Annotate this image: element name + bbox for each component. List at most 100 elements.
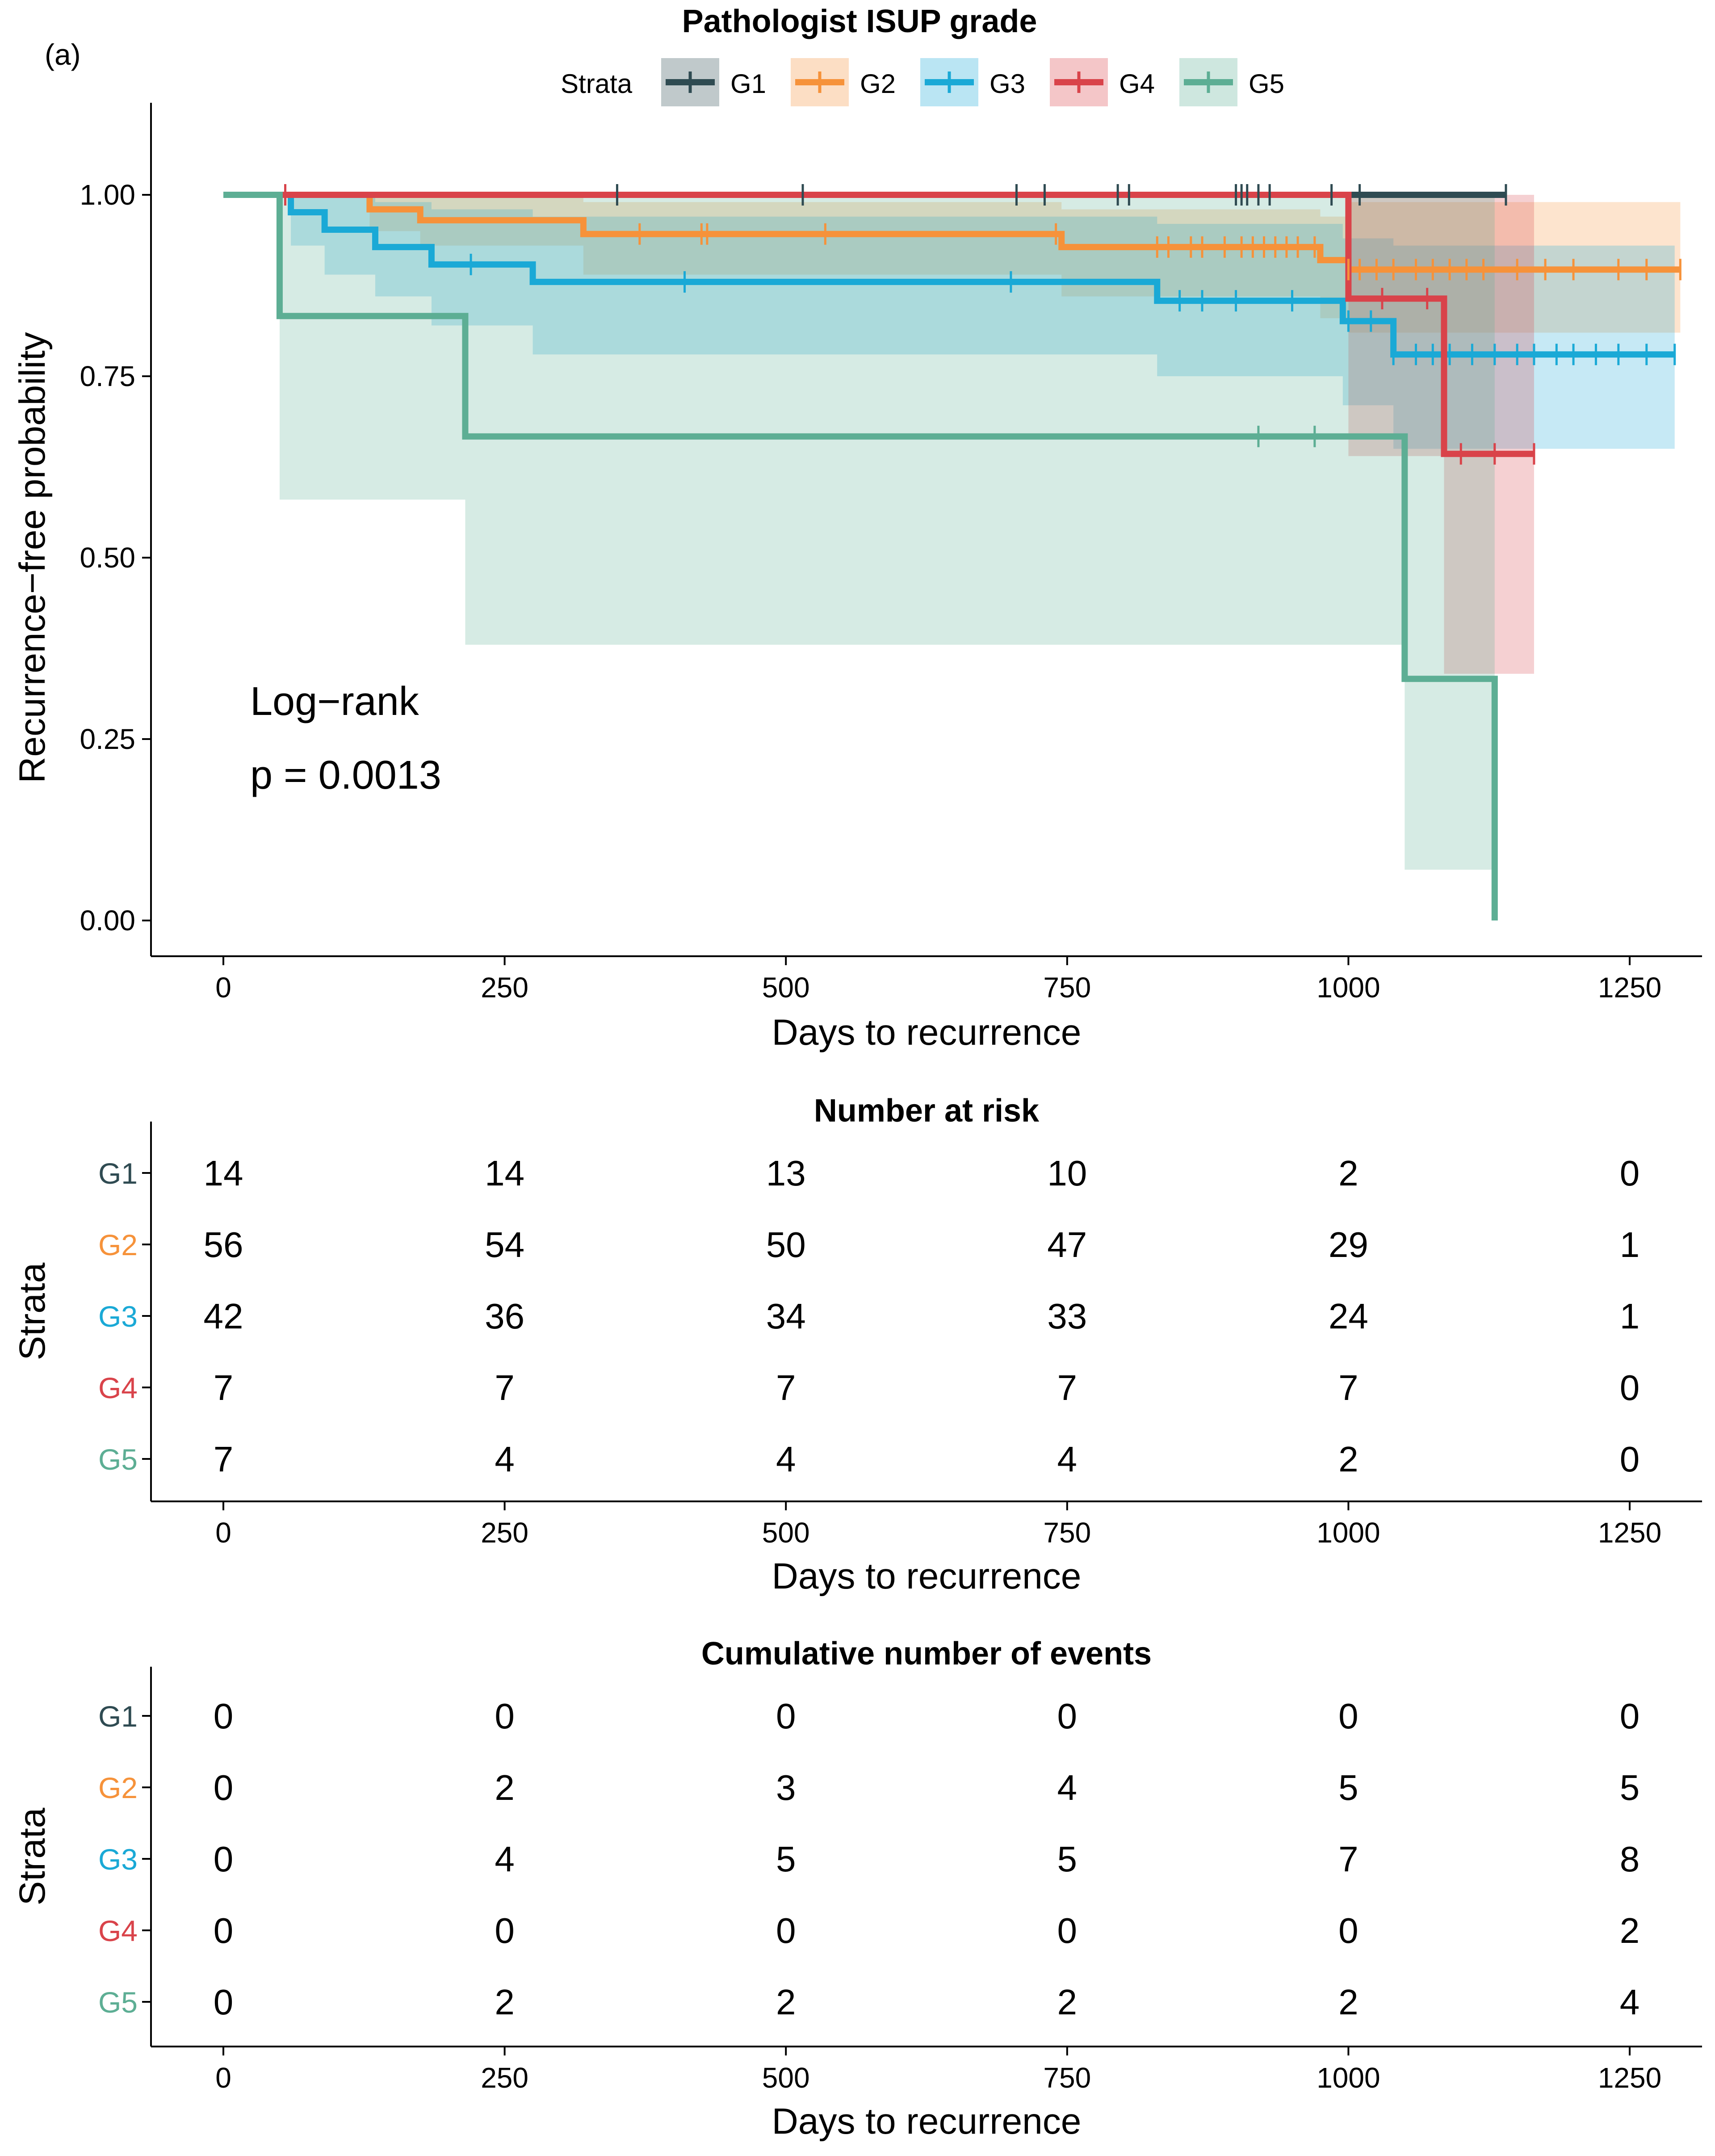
x-tick-label: 250 — [481, 2062, 528, 2094]
risk-cell: 7 — [214, 1368, 234, 1408]
risk-cell: 36 — [485, 1296, 524, 1336]
panel-label: (a) — [45, 38, 81, 71]
events-cell: 0 — [776, 1696, 796, 1736]
legend-label-g2: G2 — [860, 69, 896, 99]
risk-row-label-g2: G2 — [98, 1228, 138, 1261]
logrank-pvalue: p = 0.0013 — [250, 753, 441, 798]
x-tick-label: 0 — [215, 2062, 231, 2094]
events-cell: 0 — [214, 1839, 234, 1879]
legend: Pathologist ISUP grade Strata G1 G2 G3 G4 G5 — [561, 4, 1284, 106]
events-cell: 0 — [214, 1768, 234, 1807]
x-tick-label: 0 — [215, 971, 231, 1004]
legend-label-g4: G4 — [1119, 69, 1155, 99]
legend-item-g4: G4 — [1050, 58, 1155, 106]
x-tick-label: 250 — [481, 1517, 528, 1549]
x-tick-label: 500 — [762, 971, 810, 1004]
x-tick-label: 1250 — [1598, 1517, 1661, 1549]
risk-cell: 56 — [204, 1225, 243, 1265]
events-row-label-g4: G4 — [98, 1914, 138, 1947]
events-cell: 3 — [776, 1768, 796, 1807]
events-cell: 5 — [1620, 1768, 1640, 1807]
events-row-label-g1: G1 — [98, 1700, 138, 1733]
risk-cell: 4 — [495, 1439, 515, 1479]
cumulative-events-table: Cumulative number of events G1 0 0 0 0 0 0 G2 0 2 3… — [12, 1636, 1702, 2142]
events-cell: 0 — [214, 1982, 234, 2022]
legend-item-g3: G3 — [920, 58, 1025, 106]
x-tick-label: 750 — [1043, 1517, 1091, 1549]
events-cell: 5 — [1338, 1768, 1359, 1807]
events-cell: 4 — [495, 1839, 515, 1879]
events-cell: 2 — [1620, 1911, 1640, 1950]
x-tick-label: 1000 — [1317, 971, 1380, 1004]
x-tick-label: 1000 — [1317, 2062, 1380, 2094]
risk-title: Number at risk — [814, 1093, 1040, 1129]
events-cell: 4 — [1620, 1982, 1640, 2022]
y-tick-label: 0.75 — [80, 360, 135, 392]
risk-cell: 42 — [204, 1296, 243, 1336]
x-tick-label: 500 — [762, 2062, 810, 2094]
events-cell: 5 — [776, 1839, 796, 1879]
risk-cell: 14 — [204, 1153, 243, 1193]
legend-label-g3: G3 — [990, 69, 1025, 99]
events-title: Cumulative number of events — [701, 1636, 1152, 1672]
events-cell: 2 — [776, 1982, 796, 2022]
ci-band-g4 — [223, 195, 1534, 674]
risk-row-label-g1: G1 — [98, 1157, 138, 1190]
events-cell: 2 — [495, 1768, 515, 1807]
y-tick-label: 1.00 — [80, 179, 135, 211]
legend-items: G1 G2 G3 G4 G5 — [661, 58, 1284, 106]
events-row-label-g2: G2 — [98, 1771, 138, 1804]
events-cell: 0 — [495, 1696, 515, 1736]
risk-cell: 0 — [1620, 1153, 1640, 1193]
legend-item-g5: G5 — [1179, 58, 1284, 106]
events-cell: 5 — [1057, 1839, 1078, 1879]
y-axis-title: Recurrence−free probability — [12, 332, 53, 783]
risk-cell: 7 — [776, 1368, 796, 1408]
risk-cell: 0 — [1620, 1439, 1640, 1479]
risk-cell: 7 — [1338, 1368, 1359, 1408]
risk-cell: 4 — [1057, 1439, 1078, 1479]
legend-item-g1: G1 — [661, 58, 766, 106]
survival-plot: 0.00 0.25 0.50 0.75 1.00 0 250 500 750 1000 1250 Da… — [12, 103, 1702, 1053]
events-y-axis-title: Strata — [12, 1807, 53, 1905]
legend-strata-label: Strata — [561, 69, 633, 99]
risk-cell: 2 — [1338, 1153, 1359, 1193]
events-cell: 0 — [1620, 1696, 1640, 1736]
risk-cell: 14 — [485, 1153, 524, 1193]
risk-cell: 13 — [766, 1153, 806, 1193]
risk-cell: 7 — [495, 1368, 515, 1408]
risk-cell: 1 — [1620, 1296, 1640, 1336]
events-cell: 2 — [1338, 1982, 1359, 2022]
risk-row-label-g4: G4 — [98, 1371, 138, 1404]
legend-title: Pathologist ISUP grade — [682, 4, 1037, 39]
risk-cell: 47 — [1047, 1225, 1087, 1265]
x-tick-label: 500 — [762, 1517, 810, 1549]
risk-cell: 1 — [1620, 1225, 1640, 1265]
risk-row-label-g3: G3 — [98, 1300, 138, 1333]
events-cell: 0 — [1057, 1696, 1078, 1736]
y-tick-label: 0.00 — [80, 904, 135, 937]
x-tick-label: 750 — [1043, 2062, 1091, 2094]
events-cell: 7 — [1338, 1839, 1359, 1879]
events-cell: 0 — [1057, 1911, 1078, 1950]
risk-cell: 33 — [1047, 1296, 1087, 1336]
risk-y-axis-title: Strata — [12, 1262, 53, 1360]
risk-cell: 10 — [1047, 1153, 1087, 1193]
survival-curve-g2 — [223, 192, 1681, 273]
events-cell: 0 — [1338, 1911, 1359, 1950]
y-tick-label: 0.25 — [80, 723, 135, 755]
events-cell: 0 — [214, 1911, 234, 1950]
y-tick-label: 0.50 — [80, 542, 135, 574]
ci-band-g5 — [223, 195, 1495, 920]
risk-cell: 54 — [485, 1225, 524, 1265]
x-tick-label: 1250 — [1598, 971, 1661, 1004]
x-tick-label: 750 — [1043, 971, 1091, 1004]
risk-cell: 24 — [1329, 1296, 1368, 1336]
survival-curve-g3 — [223, 192, 1675, 358]
survival-curve-g5 — [223, 192, 1498, 920]
events-row-label-g5: G5 — [98, 1986, 138, 2019]
risk-cell: 50 — [766, 1225, 806, 1265]
risk-cell: 7 — [214, 1439, 234, 1479]
